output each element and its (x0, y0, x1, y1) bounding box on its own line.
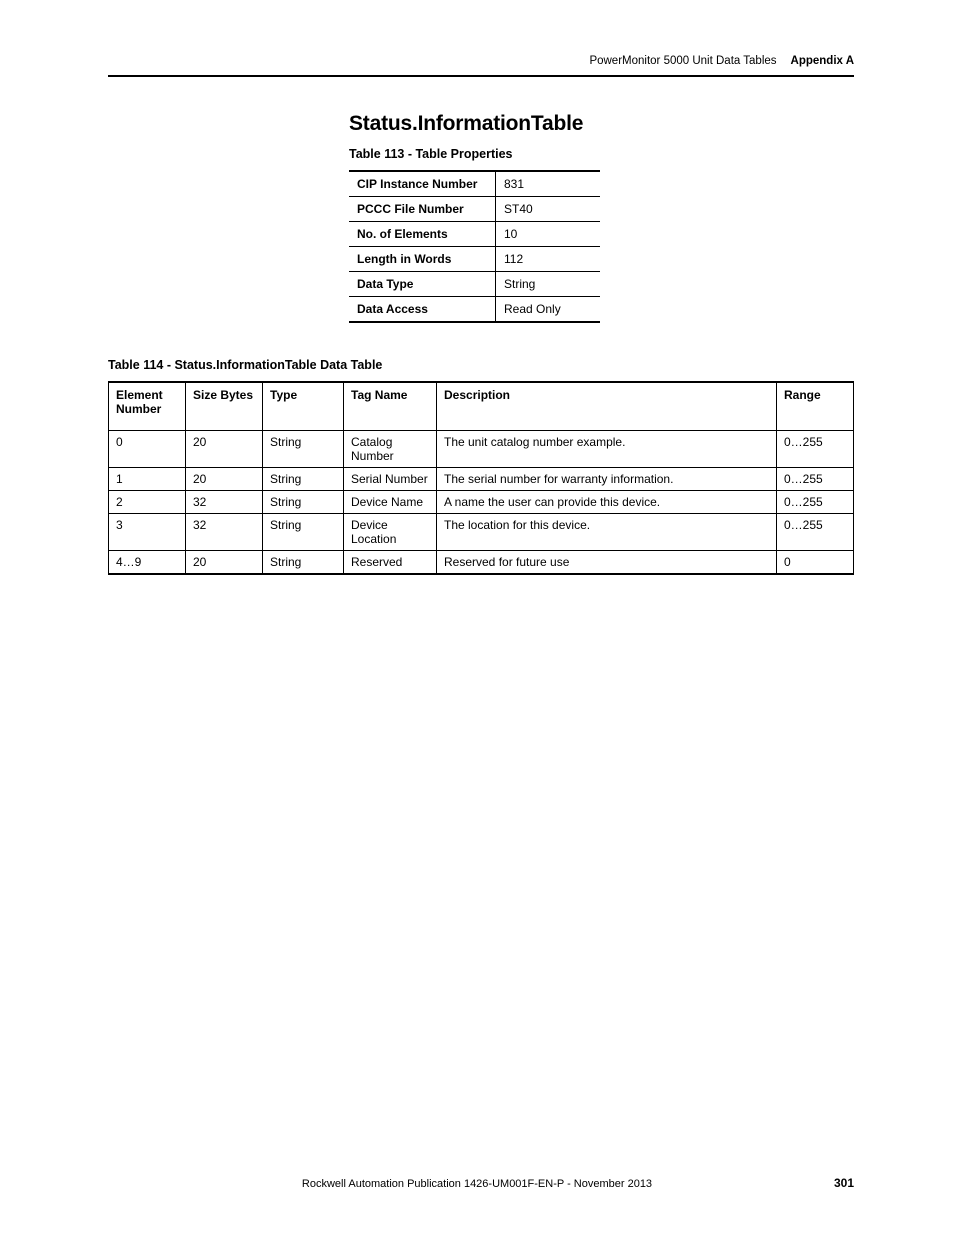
cell-size-bytes: 20 (186, 468, 263, 491)
cell-element-number: 4…9 (109, 551, 186, 575)
cell-range: 0…255 (777, 514, 854, 551)
cell-tag-name: Device Name (344, 491, 437, 514)
footer: Rockwell Automation Publication 1426-UM0… (0, 1178, 954, 1190)
cell-range: 0…255 (777, 431, 854, 468)
table-114-data: ElementNumber Size Bytes Type Tag Name D… (108, 381, 854, 575)
col-description: Description (437, 382, 777, 431)
table-row: No. of Elements 10 (349, 222, 600, 247)
col-type: Type (263, 382, 344, 431)
props-value: String (496, 272, 601, 297)
cell-range: 0…255 (777, 468, 854, 491)
table-row: 4…9 20 String Reserved Reserved for futu… (109, 551, 854, 575)
table-row: 3 32 String Device Location The location… (109, 514, 854, 551)
cell-element-number: 1 (109, 468, 186, 491)
cell-tag-name: Device Location (344, 514, 437, 551)
cell-type: String (263, 491, 344, 514)
table-row: Data Type String (349, 272, 600, 297)
running-header: PowerMonitor 5000 Unit Data Tables Appen… (108, 55, 854, 67)
props-value: 10 (496, 222, 601, 247)
cell-tag-name: Reserved (344, 551, 437, 575)
table-row: 0 20 String Catalog Number The unit cata… (109, 431, 854, 468)
props-value: ST40 (496, 197, 601, 222)
props-value: Read Only (496, 297, 601, 323)
cell-tag-name: Catalog Number (344, 431, 437, 468)
props-key: Length in Words (349, 247, 496, 272)
cell-description: The unit catalog number example. (437, 431, 777, 468)
table-row: Data Access Read Only (349, 297, 600, 323)
props-value: 831 (496, 171, 601, 197)
table-header-row: ElementNumber Size Bytes Type Tag Name D… (109, 382, 854, 431)
footer-publication: Rockwell Automation Publication 1426-UM0… (0, 1178, 954, 1190)
props-key: CIP Instance Number (349, 171, 496, 197)
cell-element-number: 3 (109, 514, 186, 551)
table-row: CIP Instance Number 831 (349, 171, 600, 197)
props-key: Data Type (349, 272, 496, 297)
cell-type: String (263, 551, 344, 575)
cell-type: String (263, 514, 344, 551)
col-tag-name: Tag Name (344, 382, 437, 431)
table-row: PCCC File Number ST40 (349, 197, 600, 222)
table-113-properties: CIP Instance Number 831 PCCC File Number… (349, 170, 600, 323)
col-element-number: ElementNumber (109, 382, 186, 431)
section-title: Status.InformationTable (349, 112, 583, 136)
table-114-caption: Table 114 - Status.InformationTable Data… (108, 358, 382, 372)
cell-range: 0 (777, 551, 854, 575)
cell-element-number: 0 (109, 431, 186, 468)
header-appendix: Appendix A (791, 55, 854, 67)
props-key: Data Access (349, 297, 496, 323)
header-rule (108, 75, 854, 77)
cell-size-bytes: 20 (186, 431, 263, 468)
cell-tag-name: Serial Number (344, 468, 437, 491)
table-row: 1 20 String Serial Number The serial num… (109, 468, 854, 491)
cell-description: Reserved for future use (437, 551, 777, 575)
cell-description: The location for this device. (437, 514, 777, 551)
cell-type: String (263, 468, 344, 491)
cell-type: String (263, 431, 344, 468)
props-key: PCCC File Number (349, 197, 496, 222)
header-doc-title: PowerMonitor 5000 Unit Data Tables (589, 55, 776, 67)
col-size-bytes: Size Bytes (186, 382, 263, 431)
cell-description: The serial number for warranty informati… (437, 468, 777, 491)
page: PowerMonitor 5000 Unit Data Tables Appen… (0, 0, 954, 1235)
cell-size-bytes: 32 (186, 491, 263, 514)
table-row: Length in Words 112 (349, 247, 600, 272)
cell-range: 0…255 (777, 491, 854, 514)
cell-size-bytes: 20 (186, 551, 263, 575)
cell-description: A name the user can provide this device. (437, 491, 777, 514)
props-value: 112 (496, 247, 601, 272)
cell-element-number: 2 (109, 491, 186, 514)
footer-page-number: 301 (834, 1176, 854, 1190)
props-key: No. of Elements (349, 222, 496, 247)
table-113-caption: Table 113 - Table Properties (349, 147, 513, 161)
table-row: 2 32 String Device Name A name the user … (109, 491, 854, 514)
col-range: Range (777, 382, 854, 431)
cell-size-bytes: 32 (186, 514, 263, 551)
